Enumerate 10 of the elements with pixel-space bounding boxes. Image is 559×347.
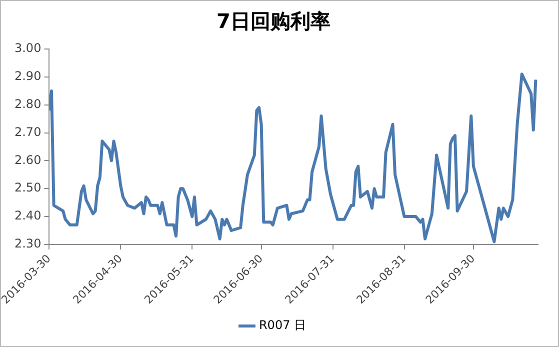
y-tick-label: 3.00: [14, 41, 42, 56]
y-tick-label: 2.50: [14, 180, 42, 195]
y-tick-label: 2.90: [14, 69, 42, 84]
y-tick-label: 2.30: [14, 236, 42, 251]
chart-title: 7日回购利率: [216, 9, 330, 34]
y-tick-label: 2.60: [14, 152, 42, 167]
y-tick-label: 2.80: [14, 96, 42, 111]
legend-label: R007 日: [258, 318, 306, 332]
y-tick-label: 2.40: [14, 208, 42, 223]
y-tick-label: 2.70: [14, 124, 42, 139]
